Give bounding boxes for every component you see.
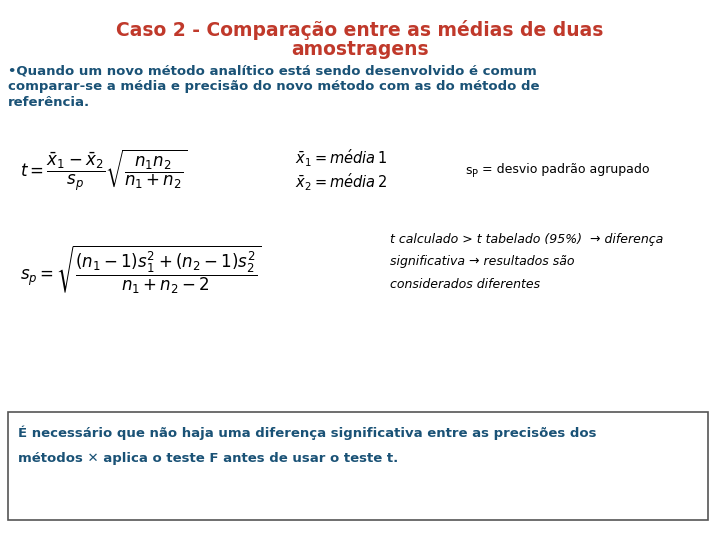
Text: = desvio padrão agrupado: = desvio padrão agrupado — [478, 164, 649, 177]
FancyBboxPatch shape — [8, 412, 708, 520]
Text: métodos ✕ aplica o teste F antes de usar o teste t.: métodos ✕ aplica o teste F antes de usar… — [18, 452, 398, 465]
Text: É necessário que não haja uma diferença significativa entre as precisões dos: É necessário que não haja uma diferença … — [18, 425, 596, 440]
Text: $s_p = \sqrt{\dfrac{(n_1 - 1)s_1^2 + (n_2 - 1)s_2^2}{n_1 + n_2 - 2}}$: $s_p = \sqrt{\dfrac{(n_1 - 1)s_1^2 + (n_… — [20, 244, 261, 296]
Text: $\bar{x}_1 = m\acute{e}dia\,1$: $\bar{x}_1 = m\acute{e}dia\,1$ — [295, 147, 387, 169]
Text: Caso 2 - Comparação entre as médias de duas: Caso 2 - Comparação entre as médias de d… — [117, 20, 603, 40]
Text: s: s — [465, 164, 472, 177]
Text: considerados diferentes: considerados diferentes — [390, 278, 540, 291]
Text: referência.: referência. — [8, 96, 90, 109]
Text: P: P — [472, 169, 478, 179]
Text: amostragens: amostragens — [291, 40, 429, 59]
Text: comparar-se a média e precisão do novo método com as do método de: comparar-se a média e precisão do novo m… — [8, 80, 539, 93]
Text: t calculado > t tabelado (95%)  → diferença: t calculado > t tabelado (95%) → diferen… — [390, 233, 663, 246]
Text: significativa → resultados são: significativa → resultados são — [390, 255, 575, 268]
Text: •Quando um novo método analítico está sendo desenvolvido é comum: •Quando um novo método analítico está se… — [8, 64, 536, 77]
Text: $t = \dfrac{\bar{x}_1 - \bar{x}_2}{s_p} \sqrt{\dfrac{n_1 n_2}{n_1 + n_2}}$: $t = \dfrac{\bar{x}_1 - \bar{x}_2}{s_p} … — [20, 147, 187, 193]
Text: $\bar{x}_2 = m\acute{e}dia\,2$: $\bar{x}_2 = m\acute{e}dia\,2$ — [295, 171, 387, 193]
